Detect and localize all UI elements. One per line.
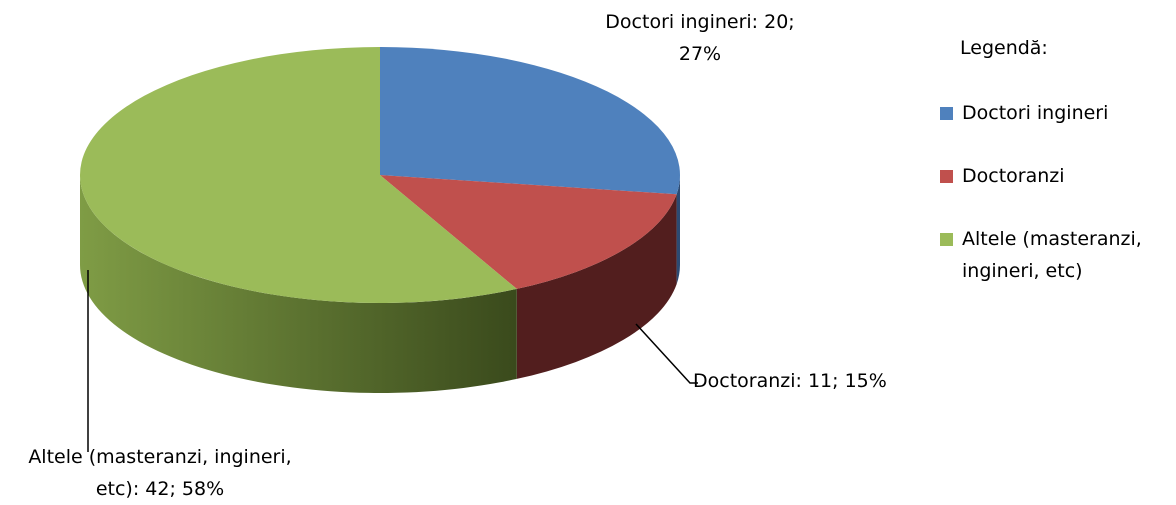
data-label: Doctoranzi: 11; 15% — [693, 370, 887, 392]
legend-label: Altele (masteranzi, ingineri, etc) — [962, 228, 1142, 282]
legend-label: Doctoranzi — [962, 165, 1065, 187]
legend-item: Altele (masteranzi, ingineri, etc) — [940, 223, 1162, 287]
pie-side — [80, 175, 517, 394]
legend-swatch — [940, 233, 953, 246]
pie-side — [676, 175, 680, 285]
leader-line — [635, 323, 698, 384]
legend-title: Legendă: — [960, 37, 1048, 59]
legend-swatch — [940, 107, 953, 120]
pie-slice — [380, 175, 677, 289]
data-label: Doctori ingineri: 20; 27% — [605, 11, 794, 65]
legend-swatch — [940, 170, 953, 183]
pie-slice — [80, 47, 517, 303]
legend-label: Doctori ingineri — [962, 102, 1109, 124]
data-labels: Doctori ingineri: 20; 27% Doctoranzi: 11; … — [28, 11, 887, 500]
pie — [80, 47, 680, 394]
pie-side — [516, 194, 677, 379]
legend-item: Doctoranzi — [940, 160, 1162, 192]
legend-item: Doctori ingineri — [940, 97, 1162, 129]
legend: Legendă: Doctori ingineri Doctoranzi Altel… — [940, 30, 1170, 287]
data-label: Altele (masteranzi, ingineri, etc): 42; 5… — [28, 446, 291, 500]
pie-slice — [380, 47, 680, 195]
